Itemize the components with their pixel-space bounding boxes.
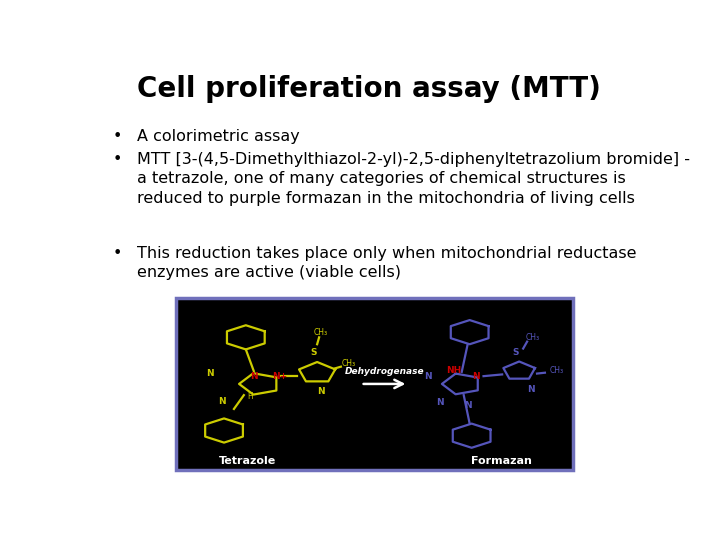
Text: CH₃: CH₃ — [550, 366, 564, 375]
Text: •: • — [112, 129, 122, 144]
Text: S: S — [310, 348, 316, 356]
Text: N: N — [527, 385, 535, 394]
Text: This reduction takes place only when mitochondrial reductase
enzymes are active : This reduction takes place only when mit… — [138, 246, 637, 280]
Bar — [176, 298, 572, 470]
Text: A colorimetric assay: A colorimetric assay — [138, 129, 300, 144]
Text: N+: N+ — [272, 372, 287, 381]
Text: CH₃: CH₃ — [526, 333, 540, 342]
Text: N: N — [424, 372, 432, 381]
Text: NH: NH — [446, 367, 462, 375]
Text: Tetrazole: Tetrazole — [219, 456, 276, 465]
Text: N: N — [318, 387, 325, 396]
Text: CH₃: CH₃ — [342, 359, 356, 368]
Text: MTT [3-(4,5-Dimethylthiazol-2-yl)-2,5-diphenyltetrazolium bromide] -
a tetrazole: MTT [3-(4,5-Dimethylthiazol-2-yl)-2,5-di… — [138, 152, 690, 206]
Text: CH₃: CH₃ — [314, 328, 328, 336]
Text: N: N — [472, 372, 480, 381]
Text: H: H — [247, 392, 253, 401]
Text: N: N — [218, 397, 226, 406]
Text: Cell proliferation assay (MTT): Cell proliferation assay (MTT) — [137, 75, 601, 103]
Text: N: N — [250, 372, 258, 381]
Text: •: • — [112, 246, 122, 261]
Text: N: N — [207, 369, 214, 378]
Text: N: N — [436, 397, 444, 407]
Text: •: • — [112, 152, 122, 167]
Text: N: N — [464, 401, 472, 410]
Text: S: S — [512, 348, 518, 356]
Text: Dehydrogenase: Dehydrogenase — [345, 367, 424, 376]
Text: Formazan: Formazan — [471, 456, 532, 465]
